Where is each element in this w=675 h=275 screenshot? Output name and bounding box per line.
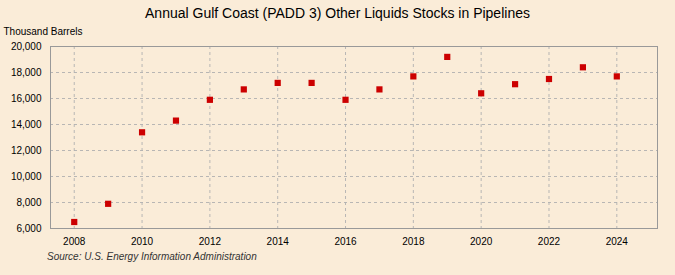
svg-text:2012: 2012 <box>199 236 222 247</box>
svg-text:10,000: 10,000 <box>11 171 42 182</box>
svg-text:Thousand Barrels: Thousand Barrels <box>4 26 83 37</box>
svg-text:6,000: 6,000 <box>16 223 41 234</box>
svg-text:2018: 2018 <box>402 236 425 247</box>
svg-text:2008: 2008 <box>63 236 86 247</box>
svg-text:14,000: 14,000 <box>11 119 42 130</box>
svg-text:2022: 2022 <box>538 236 561 247</box>
svg-text:2024: 2024 <box>606 236 629 247</box>
svg-text:20,000: 20,000 <box>11 41 42 52</box>
svg-text:2016: 2016 <box>334 236 357 247</box>
svg-text:2010: 2010 <box>131 236 154 247</box>
svg-text:18,000: 18,000 <box>11 67 42 78</box>
svg-text:2020: 2020 <box>470 236 493 247</box>
html-text:Annual Gulf Coast (PADD 3) Oth: Annual Gulf Coast (PADD 3) Other Liquids… <box>145 5 530 21</box>
svg-text:12,000: 12,000 <box>11 145 42 156</box>
svg-text:2014: 2014 <box>267 236 290 247</box>
svg-text:8,000: 8,000 <box>16 197 41 208</box>
html-text:Source: U.S. Energy Informatio: Source: U.S. Energy Information Administ… <box>47 251 257 262</box>
svg-text:16,000: 16,000 <box>11 93 42 104</box>
